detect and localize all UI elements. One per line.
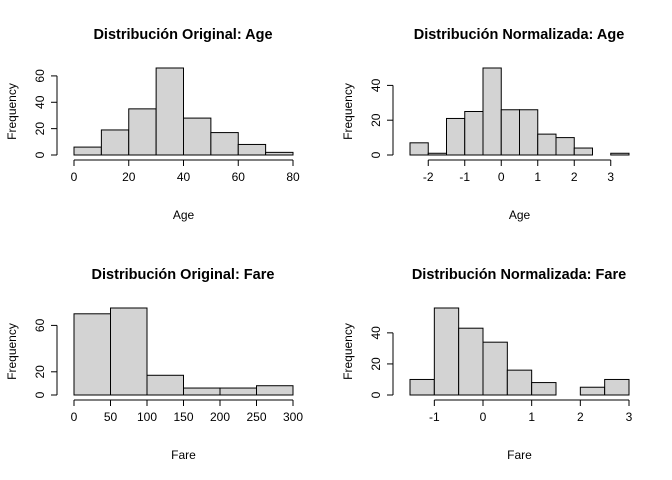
histogram-bar — [210, 132, 239, 156]
histogram-bar — [604, 378, 630, 396]
y-tick-label: 0 — [369, 151, 383, 158]
x-tick-label: 250 — [246, 410, 266, 424]
x-tick-label: 150 — [173, 410, 193, 424]
y-tick-label: 20 — [369, 113, 383, 127]
x-tick-label: 1 — [528, 410, 535, 424]
chart-title: Distribución Normalizada: Age — [414, 27, 625, 43]
histogram-bar — [146, 374, 184, 396]
x-tick-label: 0 — [71, 170, 78, 184]
histogram-panel-1: Distribución Original: Age 0 20 40 60 80 0 20 40… — [5, 27, 300, 222]
x-tick-label: 0 — [480, 410, 487, 424]
histogram-panel-4: Distribución Normalizada: Fare -1 0 1 2 3 0 20 4… — [341, 267, 633, 462]
y-tick-label: 60 — [33, 69, 47, 83]
histogram-bar — [446, 117, 466, 156]
x-tick-label: 40 — [177, 170, 191, 184]
y-axis-label: Frequency — [341, 323, 355, 380]
histogram-bar — [219, 387, 257, 396]
y-axis-label: Frequency — [5, 83, 19, 140]
histogram-bar — [73, 146, 102, 156]
x-tick-label: 3 — [607, 170, 614, 184]
histogram-bar — [409, 378, 435, 396]
histogram-bar — [555, 137, 575, 156]
x-tick-label: 60 — [232, 170, 246, 184]
x-tick-label: -1 — [429, 410, 440, 424]
x-tick-label: 200 — [210, 410, 230, 424]
x-tick-label: 1 — [534, 170, 541, 184]
x-tick-label: 300 — [283, 410, 303, 424]
histogram-bar — [500, 109, 520, 156]
histogram-bar — [128, 108, 157, 156]
histogram-bar — [237, 143, 267, 156]
x-tick-label: -1 — [459, 170, 470, 184]
histogram-bar — [427, 152, 447, 156]
x-tick-label: 2 — [571, 170, 578, 184]
histogram-bar — [100, 129, 130, 156]
histogram-bar — [482, 341, 508, 396]
histogram-bar — [537, 133, 557, 156]
y-tick-label: 40 — [33, 95, 47, 109]
y-tick-label: 20 — [369, 357, 383, 371]
histogram-bar — [610, 152, 630, 156]
histogram-bar — [531, 382, 557, 396]
histogram-bar — [506, 369, 533, 396]
x-tick-label: 100 — [137, 410, 157, 424]
chart-title: Distribución Normalizada: Fare — [412, 267, 626, 283]
x-tick-label: 0 — [71, 410, 78, 424]
histogram-bar — [464, 111, 484, 156]
x-axis-label: Fare — [171, 448, 196, 462]
y-tick-label: 0 — [33, 151, 47, 158]
histogram-bar — [519, 109, 539, 156]
y-tick-label: 40 — [369, 326, 383, 340]
x-axis-label: Age — [509, 208, 531, 222]
x-tick-label: 20 — [122, 170, 136, 184]
histogram-bar — [265, 151, 294, 156]
histogram-bar — [433, 307, 460, 396]
y-tick-label: 40 — [369, 78, 383, 92]
histogram-bar — [73, 313, 111, 396]
histogram-bar — [256, 385, 294, 396]
histogram-bar — [573, 147, 593, 156]
histogram-bar — [110, 307, 148, 396]
x-tick-label: -2 — [423, 170, 434, 184]
histogram-panel-2: Distribución Normalizada: Age -2 -1 0 1 2 3 0 20… — [341, 27, 630, 222]
histogram-bar — [482, 67, 502, 156]
x-axis-label: Fare — [507, 448, 532, 462]
y-tick-label: 20 — [33, 365, 47, 379]
chart-title: Distribución Original: Fare — [92, 267, 275, 283]
x-tick-label: 80 — [286, 170, 300, 184]
histogram-bar — [155, 67, 184, 156]
y-axis-label: Frequency — [341, 83, 355, 140]
y-tick-label: 20 — [33, 122, 47, 136]
histogram-bar — [409, 142, 429, 156]
y-axis-label: Frequency — [5, 323, 19, 380]
x-tick-label: 50 — [104, 410, 118, 424]
histogram-bar — [579, 386, 606, 396]
histogram-bar — [183, 117, 212, 156]
x-tick-label: 2 — [577, 410, 584, 424]
x-tick-label: 3 — [626, 410, 633, 424]
histogram-bar — [458, 327, 484, 396]
y-tick-label: 0 — [33, 391, 47, 398]
histogram-bar — [183, 387, 221, 396]
x-axis-label: Age — [173, 208, 195, 222]
y-tick-label: 0 — [369, 391, 383, 398]
y-tick-label: 60 — [33, 318, 47, 332]
chart-title: Distribución Original: Age — [93, 27, 272, 43]
x-tick-label: 0 — [498, 170, 505, 184]
